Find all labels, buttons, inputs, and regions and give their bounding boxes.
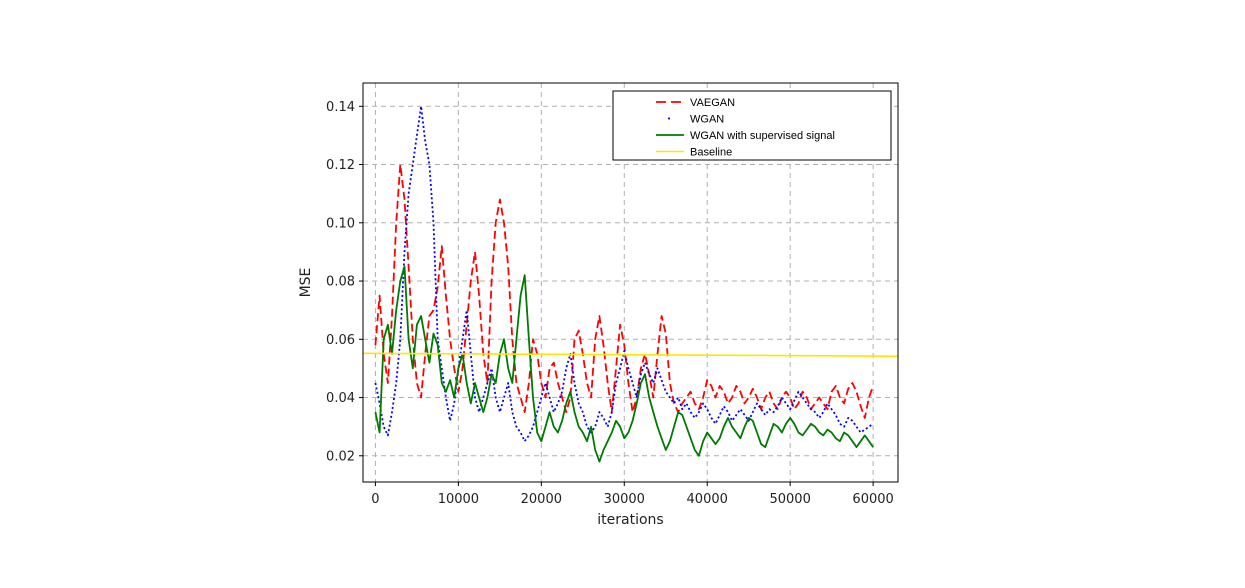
legend-label-baseline: Baseline	[690, 147, 732, 159]
legend-label-vaegan: VAEGAN	[690, 97, 735, 109]
y-tick-label: 0.04	[326, 391, 355, 406]
legend-box	[612, 90, 892, 161]
x-tick-label: 20000	[521, 492, 562, 507]
x-tick-label: 0	[371, 492, 379, 507]
series-line-vaegan	[374, 163, 874, 419]
x-axis-label: iterations	[597, 512, 663, 528]
series-line-wgan	[374, 105, 874, 443]
series-line-wgan-with-supervised-signal	[374, 265, 874, 463]
y-axis-label: MSE	[298, 268, 314, 298]
x-tick-label: 30000	[604, 492, 645, 507]
series-line-baseline	[362, 352, 899, 358]
x-tick-label: 60000	[852, 492, 893, 507]
x-tick-label: 40000	[687, 492, 728, 507]
series-layer	[362, 105, 899, 463]
legend: VAEGAN WGAN WGAN with supervised signal …	[612, 90, 892, 161]
y-tick-label: 0.06	[326, 333, 355, 348]
x-tick-label: 10000	[438, 492, 479, 507]
y-tick-label: 0.10	[326, 216, 355, 231]
y-tick-label: 0.02	[326, 449, 355, 464]
legend-label-wgan: WGAN	[690, 114, 724, 126]
y-tick-label: 0.14	[326, 100, 355, 115]
y-tick-label: 0.12	[326, 158, 355, 173]
axis-ticks: 0 10000 20000 30000 40000 50000 60000 0.02 0.04 0…	[326, 100, 894, 507]
y-tick-label: 0.08	[326, 275, 355, 290]
legend-label-wgan-supervised: WGAN with supervised signal	[690, 130, 835, 142]
x-tick-label: 50000	[769, 492, 810, 507]
plot-frame	[362, 82, 899, 483]
